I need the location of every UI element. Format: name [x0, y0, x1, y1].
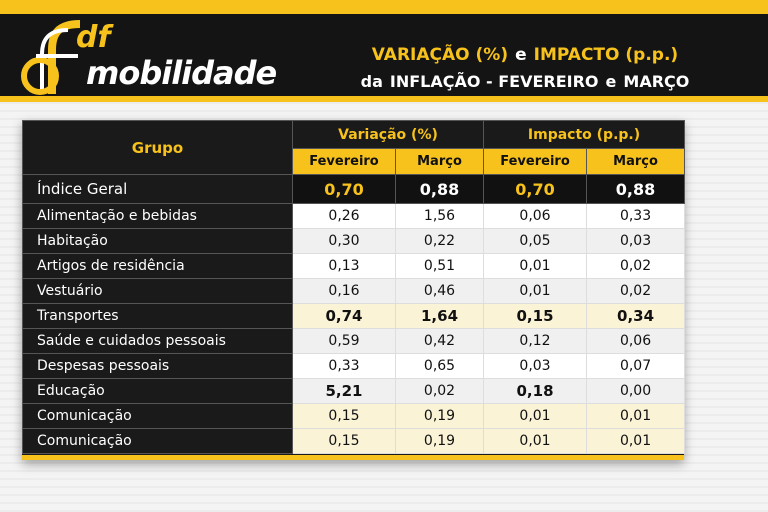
- cell: 0,74: [292, 303, 396, 329]
- table-row: Alimentação e bebidas 0,26 1,56 0,06 0,33: [22, 203, 686, 229]
- cell: 0,46: [394, 278, 485, 304]
- cell: 0,18: [483, 378, 588, 404]
- row-label: Índice Geral: [22, 174, 293, 204]
- title-line: VARIAÇÃO (%) e IMPACTO (p.p.): [300, 42, 750, 68]
- cell: 0,02: [586, 253, 686, 279]
- cell: 0,26: [292, 203, 396, 229]
- cell: 0,00: [586, 378, 686, 404]
- cell: 0,06: [483, 203, 588, 229]
- logo: df mobilidade: [18, 20, 277, 100]
- table-row: Saúde e cuidados pessoais 0,59 0,42 0,12 0,0…: [22, 328, 686, 354]
- table-row: Índice Geral 0,70 0,88 0,70 0,88: [22, 174, 686, 204]
- row-label: Saúde e cuidados pessoais: [22, 328, 293, 354]
- cell: 1,56: [394, 203, 485, 229]
- cell: 0,59: [292, 328, 396, 354]
- row-label: Artigos de residência: [22, 253, 293, 279]
- cell: 0,01: [483, 403, 588, 429]
- row-label: Comunicação: [22, 403, 293, 429]
- table-row: Comunicação 0,15 0,19 0,01 0,01: [22, 428, 686, 454]
- cell: 0,30: [292, 228, 396, 254]
- logo-mark: df: [76, 20, 111, 55]
- table-row: Habitação 0,30 0,22 0,05 0,03: [22, 228, 686, 254]
- cell: 0,15: [483, 303, 588, 329]
- top-strip: [0, 0, 768, 14]
- cell: 0,15: [292, 428, 396, 454]
- cell: 0,33: [586, 203, 686, 229]
- header-band: [0, 14, 768, 102]
- cell: 0,01: [586, 403, 686, 429]
- title-part: IMPACTO (p.p.): [533, 45, 679, 65]
- cell: 0,88: [394, 174, 485, 204]
- table-row: Artigos de residência 0,13 0,51 0,01 0,02: [22, 253, 686, 279]
- row-label: Despesas pessoais: [22, 353, 293, 379]
- row-label: Transportes: [22, 303, 293, 329]
- cell: 0,34: [586, 303, 686, 329]
- row-label: Alimentação e bebidas: [22, 203, 293, 229]
- cell: 0,13: [292, 253, 396, 279]
- cell: 1,64: [394, 303, 485, 329]
- table: Grupo Variação (%) Impacto (p.p.) Fevereiro…: [22, 120, 686, 454]
- cell: 0,05: [483, 228, 588, 254]
- table-row: Comunicação 0,15 0,19 0,01 0,01: [22, 403, 686, 429]
- cell: 0,33: [292, 353, 396, 379]
- table-row: Despesas pessoais 0,33 0,65 0,03 0,07: [22, 353, 686, 379]
- cell: 0,03: [586, 228, 686, 254]
- cell: 0,19: [394, 403, 485, 429]
- table-card: Grupo Variação (%) Impacto (p.p.) Fevereiro…: [22, 120, 686, 460]
- header-row: Grupo Variação (%) Impacto (p.p.): [22, 120, 686, 175]
- title-part: e: [605, 71, 617, 91]
- cell: 0,02: [394, 378, 485, 404]
- row-label: Educação: [22, 378, 293, 404]
- cell: 0,01: [586, 428, 686, 454]
- cell: 0,12: [483, 328, 588, 354]
- table-row: Vestuário 0,16 0,46 0,01 0,02: [22, 278, 686, 304]
- table-row: Transportes 0,74 1,64 0,15 0,34: [22, 303, 686, 329]
- cell: 0,16: [292, 278, 396, 304]
- cell: 0,42: [394, 328, 485, 354]
- row-label: Habitação: [22, 228, 293, 254]
- column-header: Fevereiro: [483, 148, 588, 175]
- cell: 0,06: [586, 328, 686, 354]
- table-row: Educação 5,21 0,02 0,18 0,00: [22, 378, 686, 404]
- title-part: e: [515, 45, 527, 65]
- cell: 0,51: [394, 253, 485, 279]
- title-line: da INFLAÇÃO - FEVEREIRO e MARÇO: [300, 68, 750, 94]
- subheader-row: Fevereiro Março Fevereiro Março: [23, 148, 686, 175]
- cell: 0,15: [292, 403, 396, 429]
- cell: 0,03: [483, 353, 588, 379]
- cell: 0,01: [483, 428, 588, 454]
- title-part: VARIAÇÃO (%): [371, 45, 509, 65]
- cell: 0,88: [586, 174, 686, 204]
- cell: 5,21: [292, 378, 396, 404]
- row-label: Comunicação: [22, 428, 293, 454]
- cell: 0,07: [586, 353, 686, 379]
- cell: 0,70: [292, 174, 396, 204]
- cell: 0,01: [483, 253, 588, 279]
- column-group: Impacto (p.p.): [483, 120, 686, 149]
- title-part: da: [360, 71, 383, 91]
- logo-icon: [21, 20, 81, 95]
- column-header: Fevereiro: [292, 148, 396, 175]
- column-header: Março: [394, 148, 485, 175]
- title-part: INFLAÇÃO - FEVEREIRO: [389, 71, 599, 91]
- logo-name: mobilidade: [86, 54, 277, 92]
- cell: 0,02: [586, 278, 686, 304]
- column-header: Março: [586, 148, 686, 175]
- group-header: Grupo: [22, 120, 293, 175]
- title: VARIAÇÃO (%) e IMPACTO (p.p.) da INFLAÇÃO -…: [300, 42, 750, 94]
- cell: 0,01: [483, 278, 588, 304]
- cell: 0,22: [394, 228, 485, 254]
- title-part: MARÇO: [623, 71, 690, 91]
- row-label: Vestuário: [22, 278, 293, 304]
- column-group: Variação (%): [291, 120, 485, 149]
- cell: 0,65: [394, 353, 485, 379]
- cell: 0,19: [394, 428, 485, 454]
- cell: 0,70: [483, 174, 588, 204]
